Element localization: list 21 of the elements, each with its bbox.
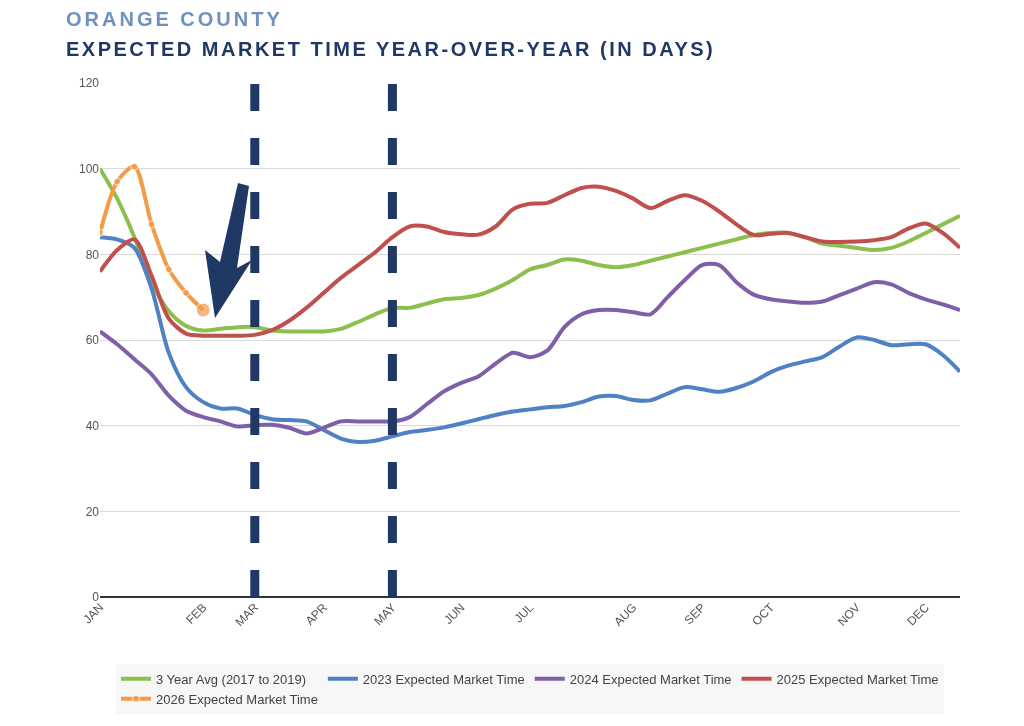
point — [164, 265, 173, 274]
y-tick-label: 120 — [78, 76, 100, 91]
legend-label: 2024 Expected Market Time — [569, 671, 732, 687]
y-tick-label: 100 — [78, 161, 100, 176]
y-tick-label: 80 — [85, 247, 100, 262]
legend-label: 2026 Expected Market Time — [156, 691, 318, 707]
x-tick-label: FEB — [183, 600, 210, 627]
point — [147, 220, 156, 229]
chart-title: ORANGE COUNTY — [66, 8, 283, 31]
chart-subtitle: EXPECTED MARKET TIME YEAR-OVER-YEAR (IN DAYS) — [66, 38, 716, 61]
legend-label: 3 Year Avg (2017 to 2019) — [156, 671, 307, 687]
legend-label: 2025 Expected Market Time — [776, 671, 939, 687]
point — [182, 288, 190, 297]
legend-label: 2023 Expected Market Time — [362, 671, 525, 687]
y-tick-label: 20 — [85, 504, 100, 519]
point — [130, 162, 139, 171]
point — [113, 177, 122, 186]
x-tick-label: SEP — [681, 600, 709, 628]
y-tick-label: 40 — [85, 418, 100, 433]
y-tick-label: 60 — [85, 333, 100, 348]
x-tick-label: JUL — [511, 600, 537, 626]
